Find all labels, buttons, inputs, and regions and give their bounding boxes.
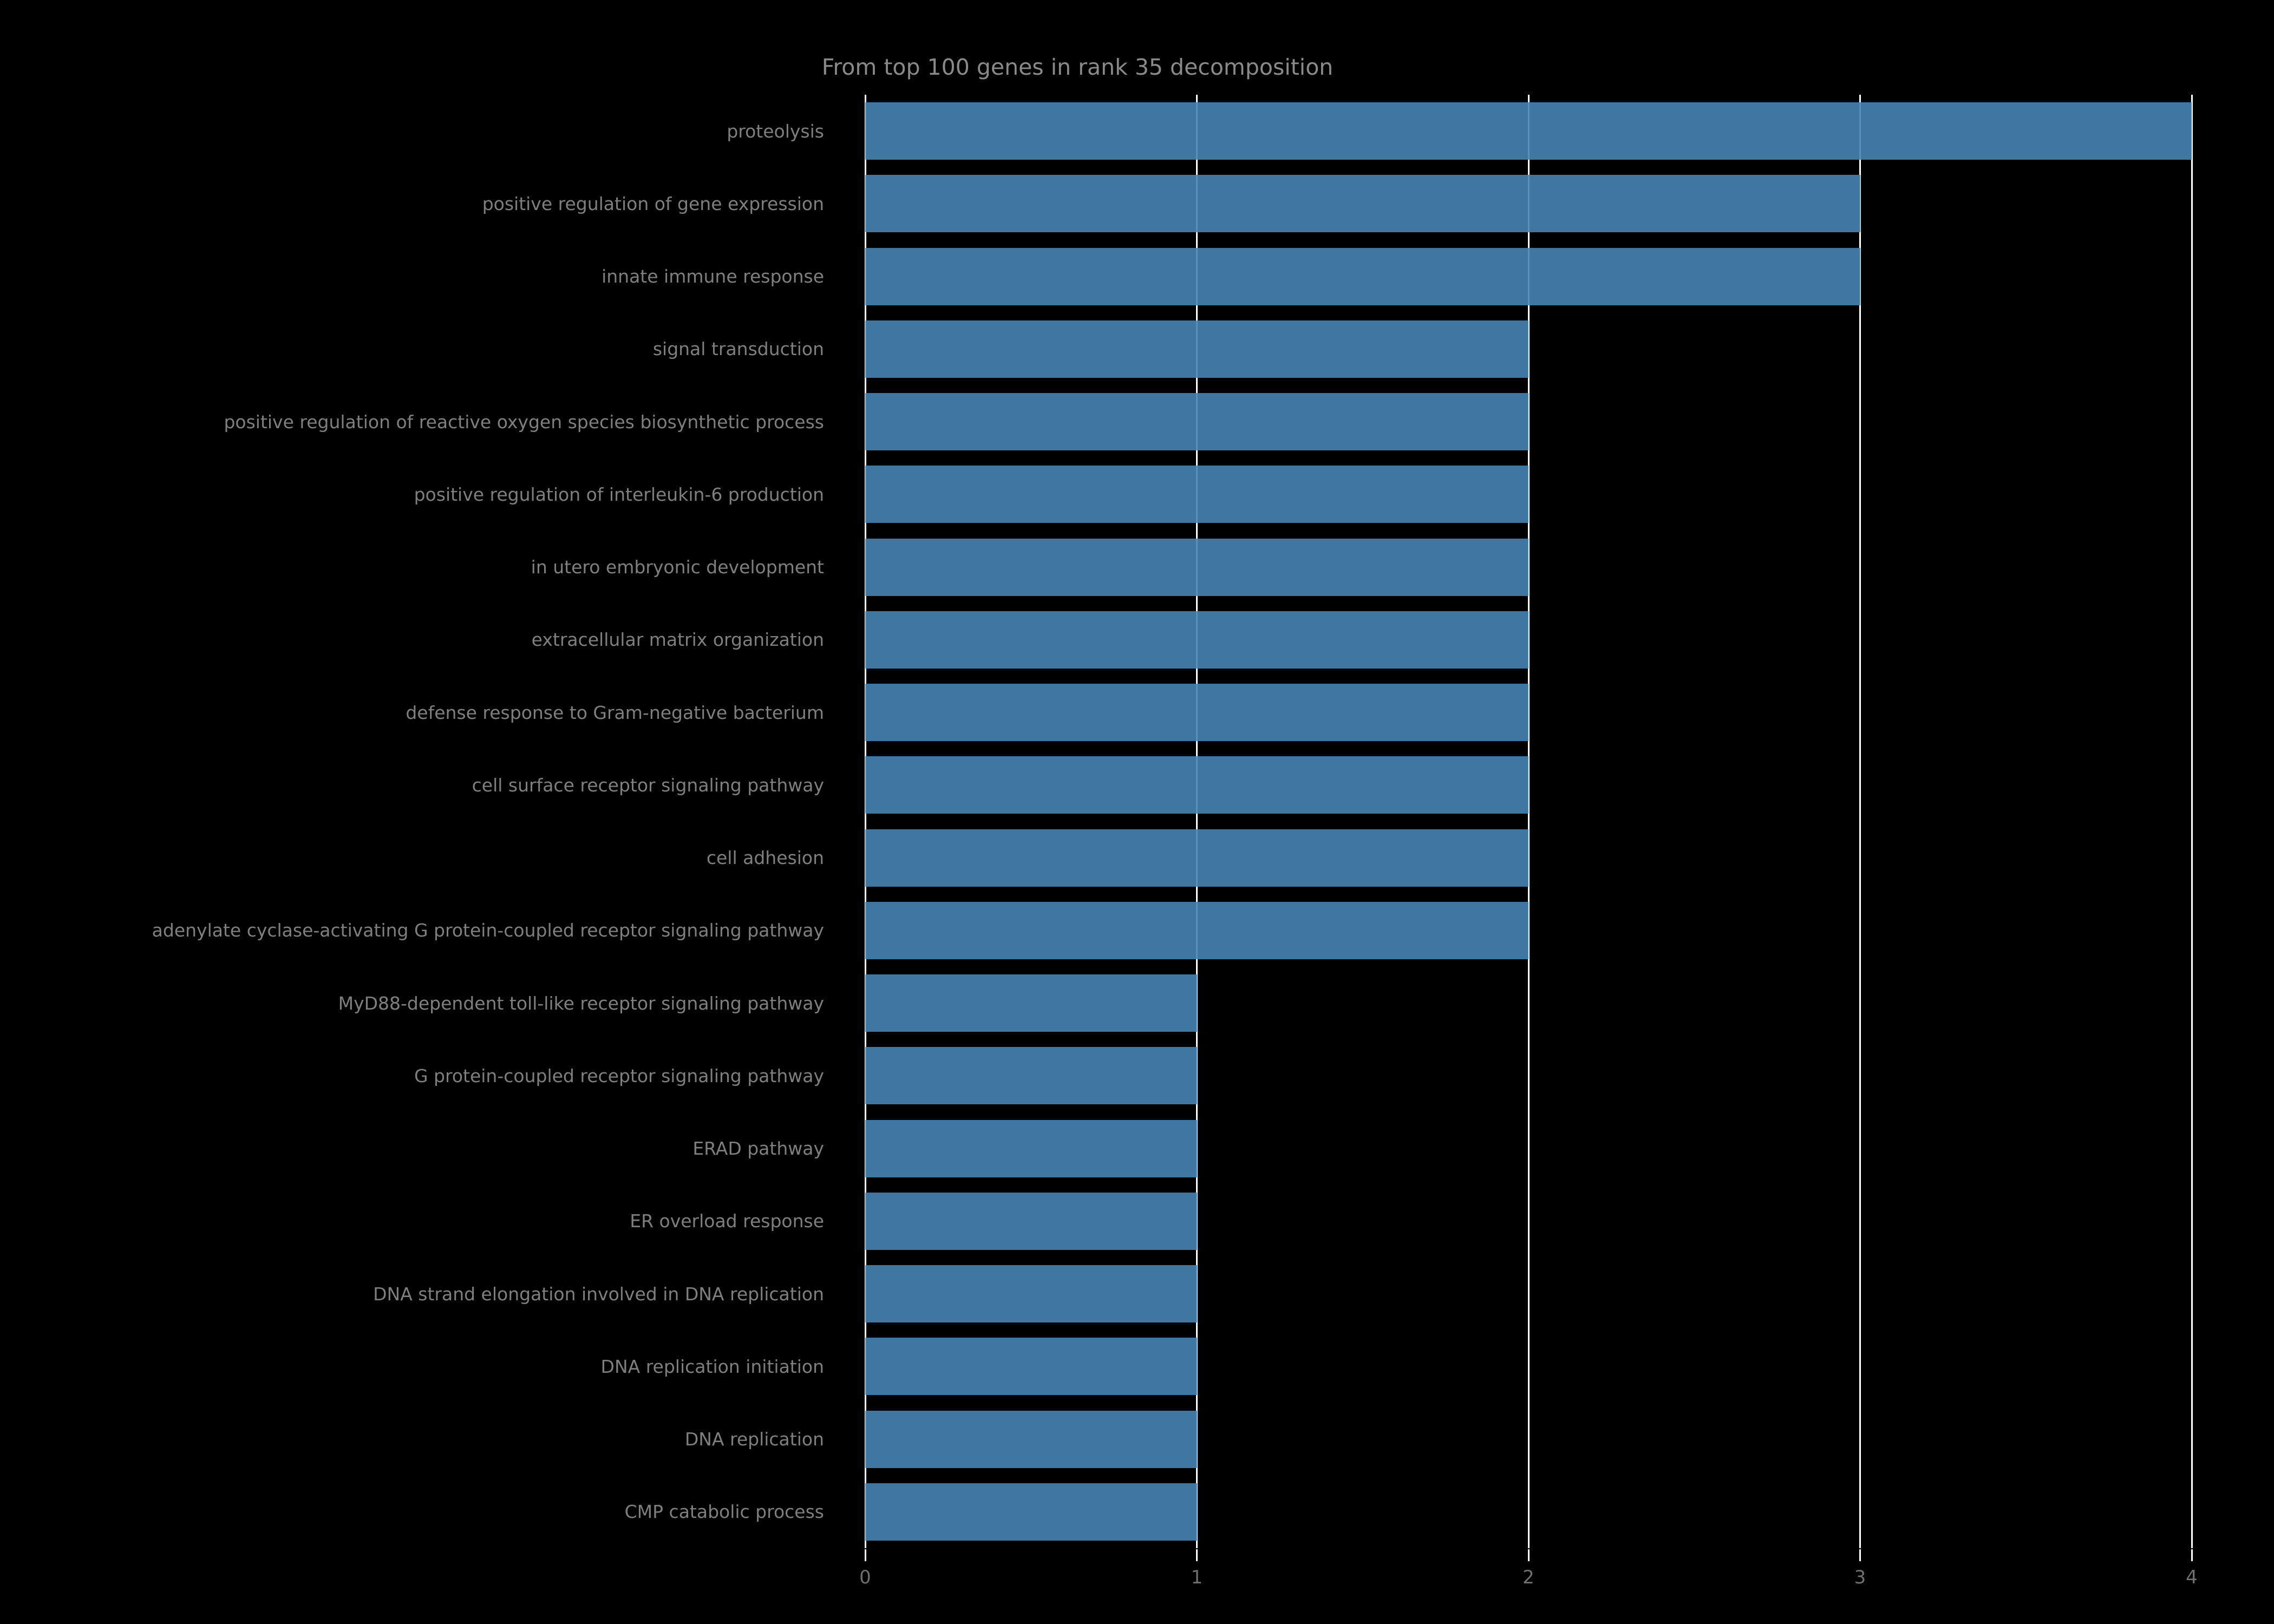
bar-row (865, 604, 2192, 676)
category-bar (865, 175, 1860, 233)
bar-row (865, 676, 2192, 749)
category-bar (865, 1047, 1197, 1105)
category-label: ER overload response (630, 1210, 824, 1232)
category-bar (865, 901, 1528, 959)
gridline (2191, 95, 2193, 1548)
x-tick-mark (1859, 1549, 1861, 1561)
x-tick-mark (1527, 1549, 1530, 1561)
category-bar (865, 320, 1528, 378)
x-tick-mark (2191, 1549, 2193, 1561)
category-bar (865, 1483, 1197, 1541)
category-label: MyD88-dependent toll-like receptor signa… (338, 992, 824, 1014)
category-bar (865, 974, 1197, 1032)
bar-row (865, 894, 2192, 967)
category-bar (865, 1119, 1197, 1177)
bar-row (865, 95, 2192, 167)
category-label: adenylate cyclase-activating G protein-c… (152, 920, 824, 941)
x-tick-mark (864, 1549, 866, 1561)
chart-title: From top 100 genes in rank 35 decomposit… (821, 54, 1334, 80)
category-bar (865, 1265, 1197, 1323)
category-bar (865, 684, 1528, 742)
bar-row (865, 240, 2192, 313)
plot-area (864, 95, 2193, 1548)
category-label: extracellular matrix organization (531, 629, 824, 651)
category-label: ERAD pathway (692, 1138, 824, 1160)
category-label: positive regulation of reactive oxygen s… (224, 411, 824, 433)
category-label: G protein-coupled receptor signaling pat… (414, 1065, 824, 1086)
bar-row (865, 967, 2192, 1039)
gridline (864, 95, 866, 1548)
x-tick-label: 3 (1854, 1567, 1866, 1588)
category-bar (865, 1410, 1197, 1468)
category-label: defense response to Gram-negative bacter… (406, 702, 824, 723)
category-label: cell surface receptor signaling pathway (472, 774, 824, 796)
category-label: innate immune response (602, 266, 824, 287)
x-tick-label: 4 (2186, 1567, 2198, 1588)
category-bar (865, 247, 1860, 305)
category-label: positive regulation of gene expression (482, 193, 824, 214)
category-bar (865, 466, 1528, 523)
category-label: DNA replication (684, 1429, 824, 1450)
category-label: positive regulation of interleukin-6 pro… (414, 483, 824, 505)
bar-row (865, 1185, 2192, 1258)
category-bar (865, 1192, 1197, 1250)
category-label: DNA strand elongation involved in DNA re… (373, 1283, 824, 1305)
category-bar (865, 102, 2192, 160)
x-tick-label: 1 (1191, 1567, 1203, 1588)
bar-row (865, 167, 2192, 240)
bar-row (865, 1330, 2192, 1403)
bars-layer (865, 95, 2192, 1548)
bar-row (865, 749, 2192, 821)
x-tick-label: 2 (1522, 1567, 1534, 1588)
bar-row (865, 385, 2192, 458)
category-label: DNA replication initiation (600, 1355, 824, 1377)
category-bar (865, 611, 1528, 669)
bar-row (865, 822, 2192, 894)
category-bar (865, 393, 1528, 451)
x-tick-mark (1196, 1549, 1198, 1561)
category-label: CMP catabolic process (624, 1501, 824, 1523)
bar-row (865, 1476, 2192, 1548)
bar-row (865, 458, 2192, 531)
category-label: signal transduction (652, 338, 824, 360)
x-tick-label: 0 (859, 1567, 871, 1588)
category-bar (865, 829, 1528, 887)
category-bar (865, 538, 1528, 596)
bar-row (865, 1258, 2192, 1330)
category-bar (865, 756, 1528, 814)
category-bar (865, 1338, 1197, 1396)
gridline (1859, 95, 1861, 1548)
category-label: in utero embryonic development (531, 556, 824, 578)
bar-row (865, 313, 2192, 385)
bar-row (865, 1112, 2192, 1185)
gridline (1527, 95, 1530, 1548)
gridline (1196, 95, 1198, 1548)
category-label: proteolysis (727, 120, 824, 142)
x-axis: 0 1 2 3 4 (859, 1548, 2198, 1624)
bar-row (865, 531, 2192, 604)
bar-row (865, 1039, 2192, 1112)
bar-row (865, 1403, 2192, 1476)
y-axis-category-labels: proteolysis positive regulation of gene e… (0, 95, 845, 1548)
category-label: cell adhesion (706, 847, 824, 869)
